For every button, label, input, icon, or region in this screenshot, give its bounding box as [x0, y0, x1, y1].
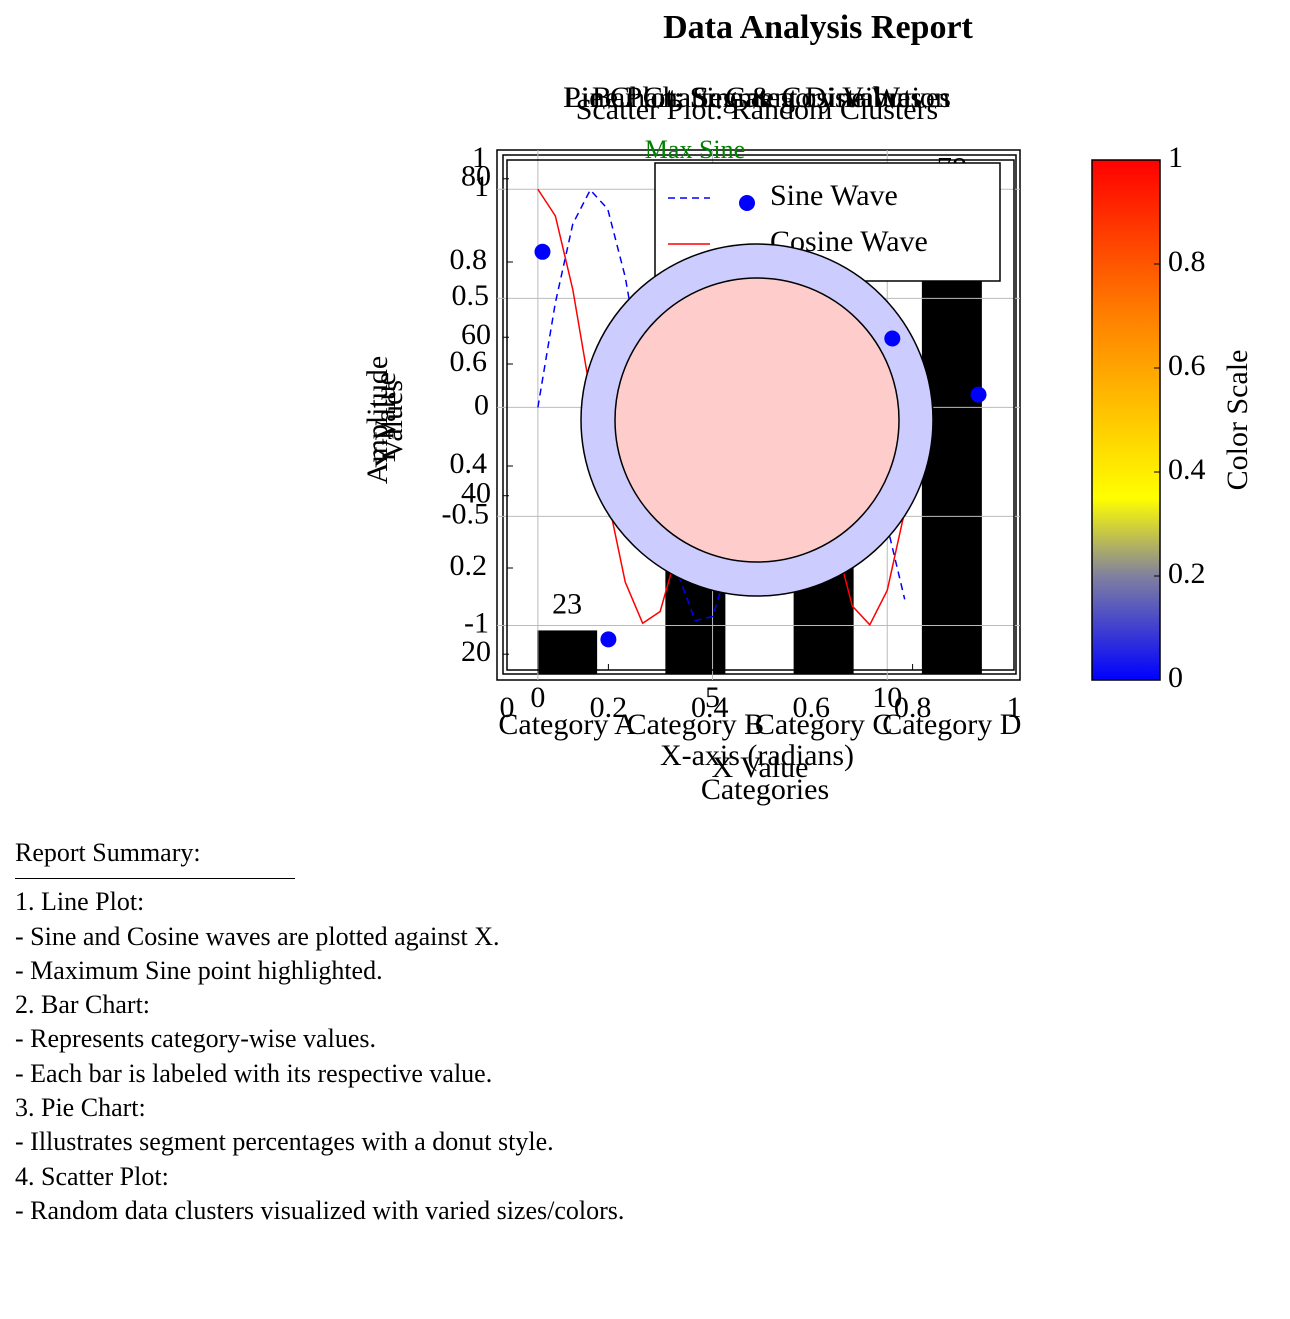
summary-line: 3. Pie Chart: [15, 1093, 146, 1123]
bar-value-label: 23 [552, 587, 582, 620]
colorbar-tick-label: 0.6 [1168, 349, 1206, 382]
y-tick-label: -0.5 [442, 497, 490, 530]
colorbar-tick-label: 0 [1168, 661, 1183, 694]
x-tick-label: Category B [627, 708, 764, 741]
chart-title: Bar Chart: Category Values [592, 81, 922, 114]
y-tick-label: 0 [474, 388, 489, 421]
scatter-point [970, 386, 987, 403]
summary-line: 4. Scatter Plot: [15, 1161, 169, 1191]
y-tick-label: -1 [464, 606, 489, 639]
y-tick-label: 0.5 [452, 279, 490, 312]
y-axis-label: Values [376, 380, 409, 460]
chart-title: Line Plot: Sine & Cosine Waves [563, 81, 951, 114]
donut-inner [614, 277, 900, 563]
y-tick-label: 0.8 [450, 243, 488, 276]
colorbar-tick-label: 0.4 [1168, 453, 1206, 486]
y-tick-label: 60 [461, 318, 491, 351]
colorbar-tick-label: 0.8 [1168, 245, 1206, 278]
x-tick-label: 10 [872, 681, 902, 714]
summary-heading: Report Summary: [15, 838, 201, 867]
scatter-point [884, 330, 901, 347]
chart-area: Data Analysis Report Line Plot: Sine & C… [361, 9, 1254, 806]
colorbar-label: Color Scale [1221, 350, 1254, 491]
bar [537, 630, 598, 674]
scatter-point [600, 631, 617, 648]
colorbar [1091, 159, 1161, 681]
x-tick-label: Category C [755, 708, 892, 741]
summary-line: - Random data clusters visualized with v… [15, 1195, 625, 1225]
x-tick-label: 0.8 [894, 691, 932, 724]
x-tick-label: Category A [498, 708, 636, 741]
summary-rule [15, 878, 295, 880]
x-axis-label: Categories [701, 773, 829, 806]
colorbar-tick-label: 1 [1168, 141, 1183, 174]
x-tick-label: 0 [500, 691, 515, 724]
summary-line: - Each bar is labeled with its respectiv… [15, 1058, 493, 1088]
legend-marker [739, 195, 755, 211]
y-axis-label: Amplitude [361, 356, 394, 484]
x-axis-label: X Value [712, 751, 809, 784]
y-tick-label: 0.2 [450, 549, 488, 582]
summary: Report Summary: 1. Line Plot: - Sine and … [15, 836, 624, 1228]
x-tick-label: 0.6 [792, 691, 830, 724]
y-tick-label: 1 [472, 141, 487, 174]
y-tick-label: 0.6 [450, 345, 488, 378]
y-tick-label: 80 [461, 160, 491, 193]
x-axis-label: X-axis (radians) [660, 739, 854, 772]
axis-frame [496, 149, 1021, 681]
y-tick-label: 40 [461, 477, 491, 510]
y-tick-label: 20 [461, 635, 491, 668]
x-tick-label: 5 [705, 681, 720, 714]
scatter-point [534, 243, 551, 260]
summary-line: - Sine and Cosine waves are plotted agai… [15, 921, 500, 951]
chart-title: Pie Chart: Segment Distribution [564, 81, 950, 114]
summary-line: - Maximum Sine point highlighted. [15, 955, 383, 985]
x-tick-label: Category D [882, 708, 1021, 741]
axis-frame [506, 159, 1015, 671]
y-tick-label: 1 [474, 170, 489, 203]
y-axis-label: Y Value [369, 372, 402, 468]
axis-frame [502, 154, 1017, 675]
x-tick-label: 0.2 [590, 691, 628, 724]
legend-label: Sine Wave [770, 179, 898, 212]
chart-title: Scatter Plot: Random Clusters [576, 93, 938, 126]
x-tick-label: 0.4 [691, 691, 729, 724]
report-title: Data Analysis Report [663, 9, 973, 46]
x-tick-label: 1 [1007, 691, 1022, 724]
summary-line: 1. Line Plot: [15, 887, 145, 917]
summary-line: - Represents category-wise values. [15, 1024, 376, 1054]
summary-line: - Illustrates segment percentages with a… [15, 1127, 554, 1157]
colorbar-tick-label: 0.2 [1168, 557, 1206, 590]
y-tick-label: 0.4 [450, 447, 488, 480]
annotation: Max Sine [645, 135, 745, 164]
summary-line: 2. Bar Chart: [15, 990, 151, 1020]
x-tick-label: 0 [530, 681, 545, 714]
